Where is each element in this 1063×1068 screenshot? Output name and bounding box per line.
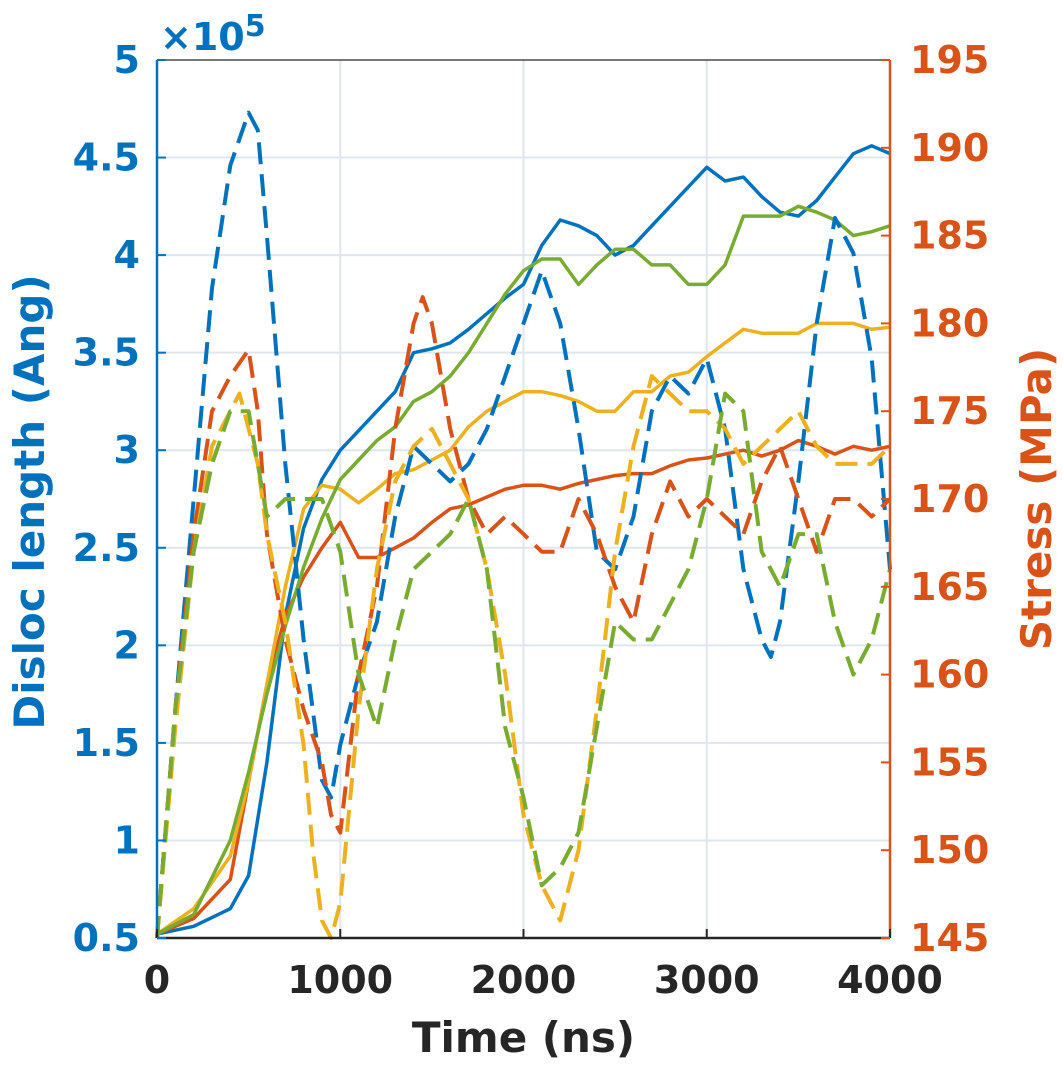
- left-axis-multiplier: ×105: [160, 9, 266, 59]
- disloc-length-series-line: [156, 204, 891, 936]
- left-y-tick-label: 4.5: [73, 136, 140, 180]
- plot-lines: [155, 110, 892, 940]
- left-y-tick-label: 1.5: [73, 721, 140, 765]
- x-tick-label: 2000: [471, 958, 577, 1002]
- multiplier-base: ×10: [160, 15, 245, 59]
- left-y-tick-label: 3.5: [73, 331, 140, 375]
- right-y-tick-label: 145: [910, 916, 989, 960]
- right-y-tick-label: 180: [910, 301, 989, 345]
- multiplier-exponent: 5: [245, 9, 266, 44]
- right-y-tick-label: 185: [910, 214, 989, 258]
- left-y-tick-label: 5: [114, 38, 140, 82]
- disloc-length-series-line: [156, 438, 891, 936]
- right-y-tick-label: 195: [910, 38, 989, 82]
- right-y-axis-title: Stress (MPa): [1012, 348, 1061, 650]
- right-y-tick-label: 160: [910, 653, 989, 697]
- stress-series-line: [155, 110, 892, 939]
- stress-series-line: [155, 391, 892, 939]
- left-y-tick-label: 4: [114, 233, 140, 277]
- left-y-tick-label: 2.5: [73, 526, 140, 570]
- left-y-tick-label: 1: [114, 818, 140, 862]
- left-y-tick-label: 2: [114, 623, 140, 667]
- tick-marks: [156, 59, 891, 939]
- left-y-tick-label: 3: [114, 428, 140, 472]
- x-tick-label: 3000: [654, 958, 760, 1002]
- right-y-tick-label: 155: [910, 740, 989, 784]
- right-y-tick-label: 190: [910, 126, 989, 170]
- x-axis-title: Time (ns): [412, 1013, 635, 1062]
- right-y-tick-label: 175: [910, 389, 989, 433]
- disloc-length-series-line: [156, 144, 891, 936]
- right-y-tick-label: 165: [910, 565, 989, 609]
- x-tick-label: 1000: [287, 958, 393, 1002]
- x-tick-label: 0: [144, 958, 170, 1002]
- right-y-tick-label: 170: [910, 477, 989, 521]
- tick-labels: 0 1000 2000 3000 4000 0.5 1 1.5 2 2.5 3 3.5 4 4.5 5 145…: [73, 38, 990, 1002]
- x-tick-label: 4000: [837, 958, 943, 1002]
- left-y-axis-title: Disloc length (Ang): [5, 274, 54, 729]
- left-y-tick-label: 0.5: [73, 916, 140, 960]
- right-y-tick-label: 150: [910, 828, 989, 872]
